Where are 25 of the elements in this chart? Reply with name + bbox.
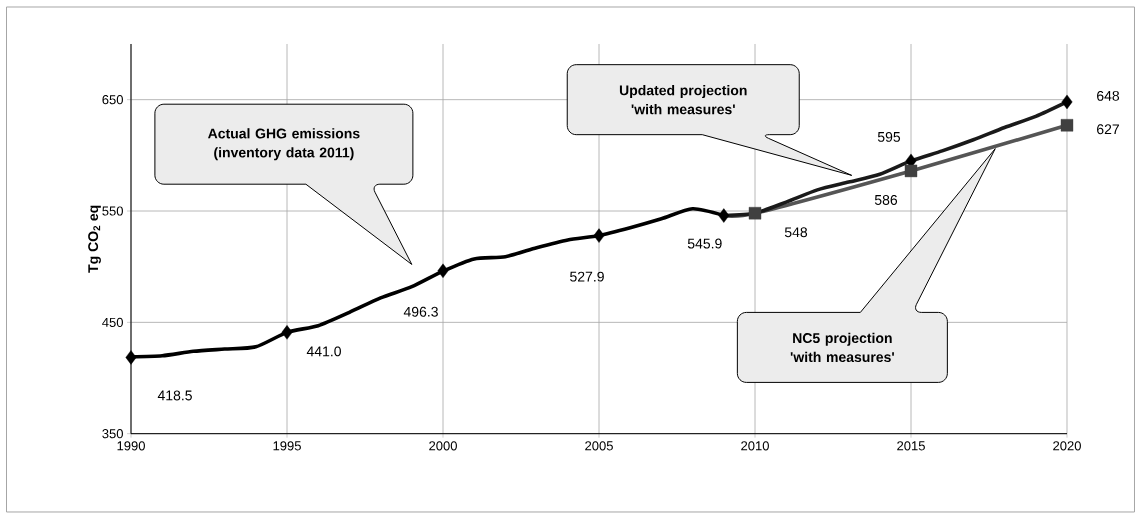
x-tick-label: 1990 [117, 441, 145, 451]
data-label: 586 [874, 194, 898, 205]
data-label: 627 [1097, 124, 1119, 135]
y-axis-title: Tg CO$_{2}$ eq [88, 205, 101, 273]
y-tick-label: 650 [102, 95, 123, 105]
y-tick-label: 450 [102, 317, 123, 327]
x-tick-label: 2005 [585, 441, 613, 451]
x-tick-label: 2010 [741, 441, 769, 451]
annotation: Actual GHG emissions (inventory data 2011) [207, 128, 360, 161]
data-label: 648 [1097, 90, 1120, 101]
y-tick-label: 550 [102, 206, 123, 216]
data-label: 548 [784, 227, 808, 238]
y-tick-label: 350 [102, 429, 123, 439]
x-tick-label: 2020 [1053, 441, 1081, 451]
annotation: Updated projection 'with measures' [619, 85, 747, 115]
x-tick-label: 1995 [273, 441, 301, 451]
data-label: 527.9 [570, 271, 604, 282]
annotation: NC5 projection 'with measures' [790, 332, 894, 363]
data-label: 496.3 [403, 306, 438, 317]
data-label: 418.5 [157, 390, 192, 401]
data-label: 595 [877, 131, 901, 142]
data-label: 545.9 [687, 238, 722, 249]
x-tick-label: 2000 [429, 441, 457, 451]
data-label: 441.0 [306, 346, 341, 357]
x-tick-label: 2015 [897, 441, 925, 451]
